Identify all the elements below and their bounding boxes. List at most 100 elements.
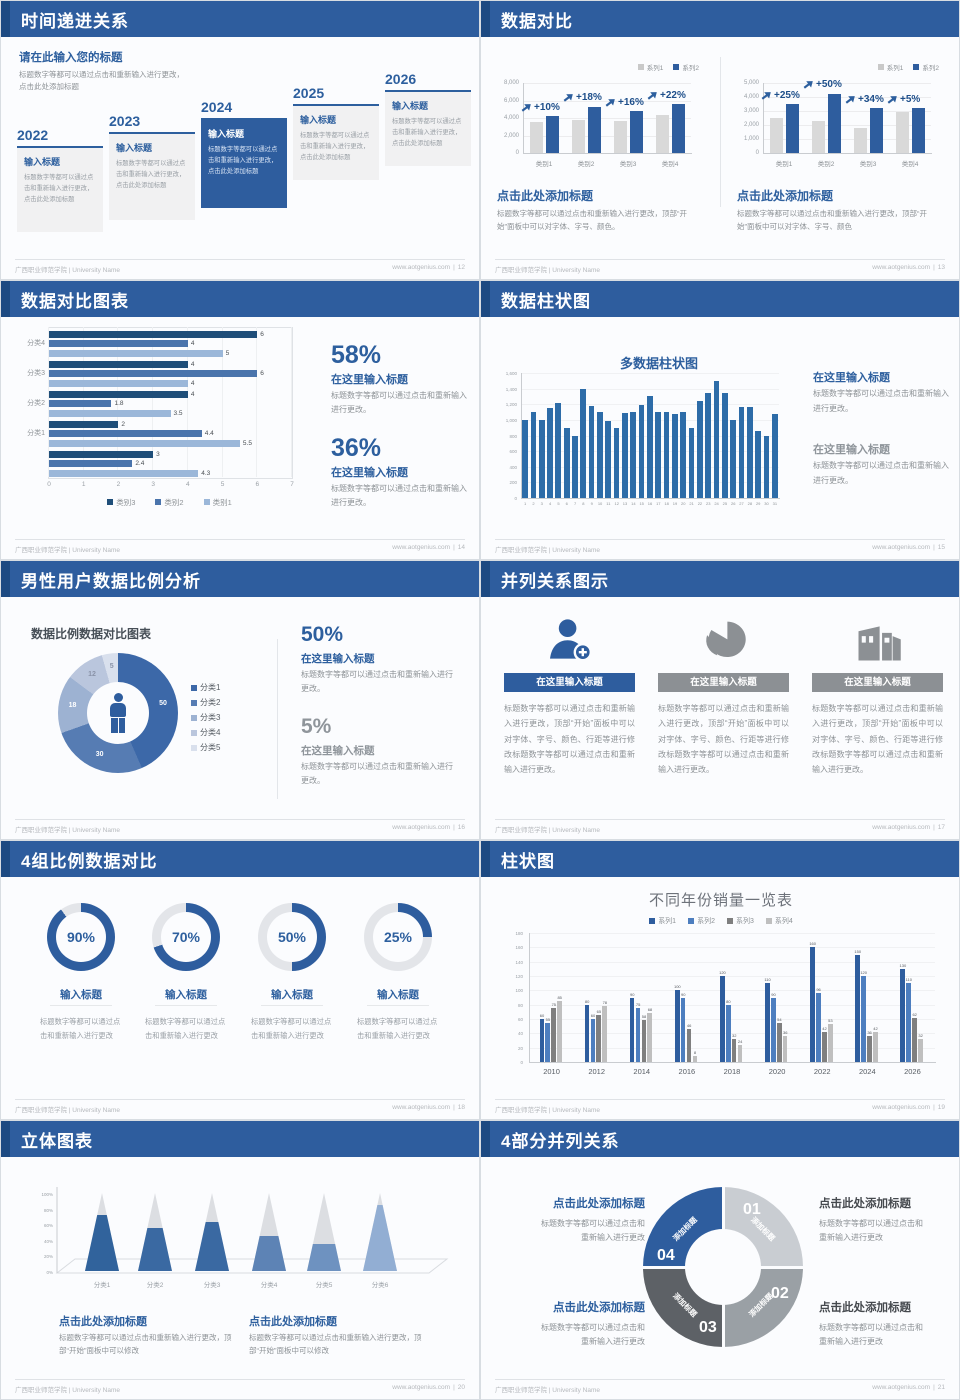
x-tick: 2 — [532, 501, 535, 506]
column-bar — [737, 1044, 743, 1062]
timeline-item-title: 输入标题 — [24, 157, 61, 167]
stat-text: 标题数字等都可以通过点击和重新输入进行更改。 — [301, 670, 453, 694]
legend-swatch — [913, 64, 920, 70]
gridline — [763, 97, 931, 98]
footer-page: www.aotgenius.com | 20 — [389, 1384, 465, 1394]
slide-quad-ring[interactable]: 4部分并列关系 01 添加标题 02 添加标题 03 添加标题 04 添加标题 点击此处添加标题… — [481, 1121, 959, 1399]
x-tick: 23 — [706, 501, 711, 506]
slide-footer: 广西职业师范学院 | University Name www.aotgenius.… — [495, 539, 945, 554]
y-tick: 4,000 — [503, 115, 519, 121]
slide-multi-bar[interactable]: 数据柱状图 多数据柱状图 1,600 1,400 1,200 1,000 800 600 40… — [481, 281, 959, 559]
person-leg — [111, 718, 118, 733]
chart-title: 不同年份销量一览表 — [648, 892, 793, 909]
timeline-box: 输入标题标题数字等都可以通过点击和重新输入进行更改，点击此处添加标题 — [385, 92, 471, 166]
value-label: 65 — [596, 1009, 602, 1015]
header-accent — [481, 1, 490, 37]
timeline-year: 2023 — [109, 113, 141, 129]
text-block: 点击此处添加标题 标题数字等都可以通过点击和 重新输入进行更改 — [499, 1195, 645, 1244]
x-tick: 15 — [639, 501, 644, 506]
footer-separator: | — [453, 1104, 455, 1111]
value-label: 42 — [873, 1025, 878, 1031]
slide-body: 01 添加标题 02 添加标题 03 添加标题 04 添加标题 点击此处添加标题 标题数字等都可以… — [481, 1157, 959, 1377]
x-tick: 2 — [116, 481, 121, 488]
footer-site: www.aotgenius.com — [392, 824, 451, 831]
x-tick: 29 — [755, 501, 761, 506]
slide-year-bars[interactable]: 柱状图 不同年份销量一览表 系列1 系列2 系列3 系列4 180 160 140 120 100… — [481, 841, 959, 1119]
timeline-item-title: 输入标题 — [392, 101, 429, 111]
column-bar — [680, 997, 686, 1062]
slide-progress-rings[interactable]: 4组比例数据对比 90% 输入标题 标题数字等都可以通过点击和重新输入进行更改 70%… — [1, 841, 479, 1119]
y-tick: 20% — [43, 1254, 53, 1260]
value-label: 110 — [764, 977, 771, 983]
ring-text: 标题数字等都可以通过点击和重新输入进行更改 — [145, 1017, 226, 1041]
x-tick: 14 — [631, 501, 636, 506]
timeline-year: 2022 — [17, 127, 49, 143]
growth-arrow-icon — [603, 95, 617, 109]
ring-title: 输入标题 — [271, 989, 313, 1001]
ring-divider — [50, 1005, 112, 1006]
x-tick: 25 — [722, 501, 728, 506]
legend-item: 系列2 — [688, 917, 715, 925]
block-text: 标题数字等都可以通过点击和 — [541, 1219, 645, 1228]
page-number: 15 — [937, 544, 945, 551]
legend-swatch — [765, 918, 772, 924]
x-tick: 4 — [186, 481, 190, 488]
y-tick: 200 — [509, 480, 517, 486]
pct-label: +10% — [521, 101, 569, 113]
slide-hbar-chart[interactable]: 数据对比图表 0 1 2 3 4 5 6 7 分类4 6 4 5 分类3 4 6 4 分类2 4 1.8 3.5 分类1… — [1, 281, 479, 559]
pct-label: +22% — [647, 89, 695, 101]
value-label: 55 — [545, 1016, 551, 1022]
growth-arrow-icon — [519, 100, 533, 114]
footer-page: www.aotgenius.com | 18 — [389, 1104, 465, 1114]
slide-timeline[interactable]: 时间递进关系 请在此输入您的标题 标题数字等都可以通过点击和重新输入进行更改，点击… — [1, 1, 479, 279]
value-label: 80 — [584, 998, 590, 1004]
footer-site: www.aotgenius.com — [872, 264, 931, 271]
y-tick: 0 — [515, 150, 519, 156]
slide-title: 男性用户数据比例分析 — [21, 571, 201, 591]
gridline — [763, 125, 931, 126]
x-category: 2012 — [588, 1067, 605, 1076]
block-title: 点击此处添加标题 — [819, 1198, 911, 1210]
y-tick: 1,000 — [505, 417, 517, 423]
quad-ring: 01 添加标题 02 添加标题 03 添加标题 04 添加标题 — [643, 1187, 803, 1347]
slide-header: 立体图表 — [1, 1121, 479, 1157]
timeline-box: 输入标题 标题数字等都可以通过点击和重新输入进行更改，点击此处添加标题 — [109, 134, 195, 220]
x-tick: 5 — [557, 501, 560, 506]
column-bar — [629, 997, 635, 1062]
stat-text: 标题数字等都可以通过点击和重新输入进行更改。 — [331, 391, 467, 415]
y-tick: 100% — [41, 1192, 53, 1197]
footer-org: 广西职业师范学院 | University Name — [15, 1107, 120, 1114]
timeline-underline — [201, 118, 287, 120]
x-tick: 17 — [656, 501, 661, 506]
x-category: 类别3 — [619, 161, 637, 168]
footer-site: www.aotgenius.com — [872, 1384, 931, 1391]
plot-area — [529, 933, 936, 1063]
timeline-item-text: 标题数字等都可以通过点击和重新输入进行更改，点击此处添加标题 — [392, 118, 462, 148]
column-text: 标题数字等都可以通过点击和重新输入进行更改，顶部“开始”面板中可以对字体、字号、… — [658, 704, 789, 775]
column-bar — [557, 1001, 562, 1062]
legend-swatch — [191, 744, 197, 751]
column-bar — [810, 947, 815, 1062]
x-category: 分类3 — [203, 1282, 221, 1289]
slide-body: 0 1 2 3 4 5 6 7 分类4 6 4 5 分类3 4 6 4 分类2 4 1.8 3.5 分类1 2 4.4 5.5… — [1, 317, 479, 537]
h-bar — [49, 469, 199, 477]
h-bar — [49, 400, 112, 408]
gridline — [763, 139, 931, 140]
slide-3d-cones[interactable]: 立体图表 100% 80% 60% 40% 20% 0% 分类1 分类2 分类3 分类4 分类5 分类… — [1, 1121, 479, 1399]
timeline-underline — [109, 132, 195, 134]
timeline-underline — [293, 104, 379, 106]
donut-chart — [58, 653, 178, 773]
slide-data-compare[interactable]: 数据对比 系列1 系列2 8,000 6,000 4,000 2,000 0 类别1 +10% 类… — [481, 1, 959, 279]
timeline-year: 2026 — [385, 71, 417, 87]
slide-parallel-icons[interactable]: 并列关系图示 在这里输入标题 标题数字等都可以通过点击和重新输入进行更改，顶部“开… — [481, 561, 959, 839]
h-bar — [49, 460, 133, 468]
header-accent — [481, 841, 490, 877]
slide-title: 4组比例数据对比 — [21, 851, 158, 871]
value-label: 96 — [816, 987, 821, 993]
column-bar — [584, 1004, 590, 1062]
value-label: 5.5 — [242, 439, 252, 447]
slide-body: 数据比例数据对比图表 50 30 18 12 5 分类1 分类2 分类3 分类4 分类5 50% 在这里… — [1, 597, 479, 817]
column-bar — [555, 402, 562, 498]
column-bar — [771, 414, 778, 498]
slide-donut-analysis[interactable]: 男性用户数据比例分析 数据比例数据对比图表 50 30 18 12 5 分类1 分类2 分类3 分… — [1, 561, 479, 839]
